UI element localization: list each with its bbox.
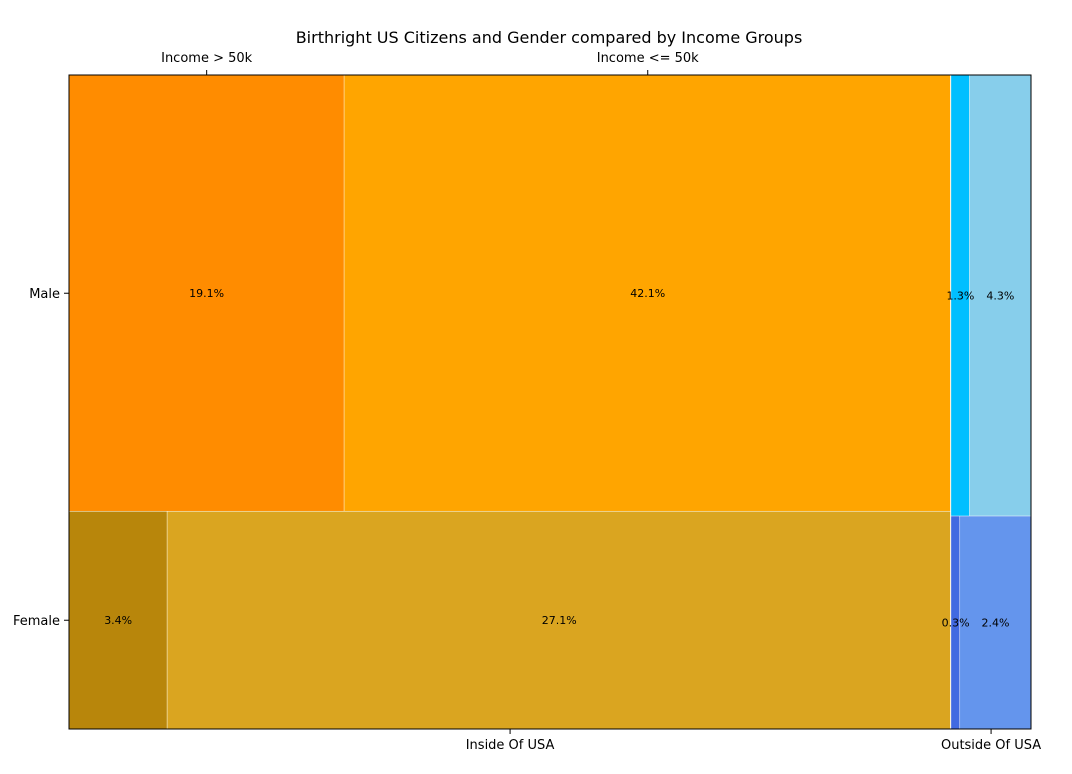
cell-outside-of-usa-male-income-50k-label: 1.3%: [946, 290, 974, 303]
cell-outside-of-usa-female-income-50k-label: 0.3%: [942, 617, 970, 630]
y-tick-label-male: Male: [29, 287, 60, 302]
cell-outside-of-usa-female-income-50k: [951, 516, 960, 729]
cell-inside-of-usa-male-income-50k: [69, 75, 344, 511]
top-tick-label-income-50k: Income <= 50k: [597, 51, 699, 66]
cell-outside-of-usa-male-income-50k: [951, 75, 970, 516]
top-tick-label-income-50k: Income > 50k: [161, 51, 253, 66]
cell-inside-of-usa-male-income-50k-label: 19.1%: [189, 287, 224, 300]
x-tick-label-inside-of-usa: Inside Of USA: [466, 738, 555, 753]
cell-inside-of-usa-female-income-50k: [167, 511, 951, 729]
cell-inside-of-usa-male-income-50k: [344, 75, 951, 511]
mosaic-cells: [69, 75, 1031, 729]
cell-inside-of-usa-male-income-50k-label: 42.1%: [630, 287, 665, 300]
x-tick-label-outside-of-usa: Outside Of USA: [941, 738, 1041, 753]
cell-inside-of-usa-female-income-50k: [69, 511, 167, 729]
chart-axes: Inside Of USA Outside Of USA Male Female Inc…: [13, 51, 1041, 753]
y-tick-label-female: Female: [13, 614, 60, 629]
cell-outside-of-usa-female-income-50k: [960, 516, 1031, 729]
cell-outside-of-usa-male-income-50k: [969, 75, 1031, 516]
chart-title: Birthright US Citizens and Gender compar…: [296, 28, 803, 47]
cell-outside-of-usa-female-income-50k-label: 2.4%: [982, 617, 1010, 630]
cell-inside-of-usa-female-income-50k-label: 27.1%: [542, 614, 577, 627]
cell-inside-of-usa-female-income-50k-label: 3.4%: [104, 614, 132, 627]
mosaic-cell-labels: 19.1% 42.1% 3.4% 27.1% 1.3% 4.3% 0.3% 2.4%: [104, 287, 1014, 629]
plot-frame: [68, 74, 1032, 730]
cell-outside-of-usa-male-income-50k-label: 4.3%: [986, 290, 1014, 303]
